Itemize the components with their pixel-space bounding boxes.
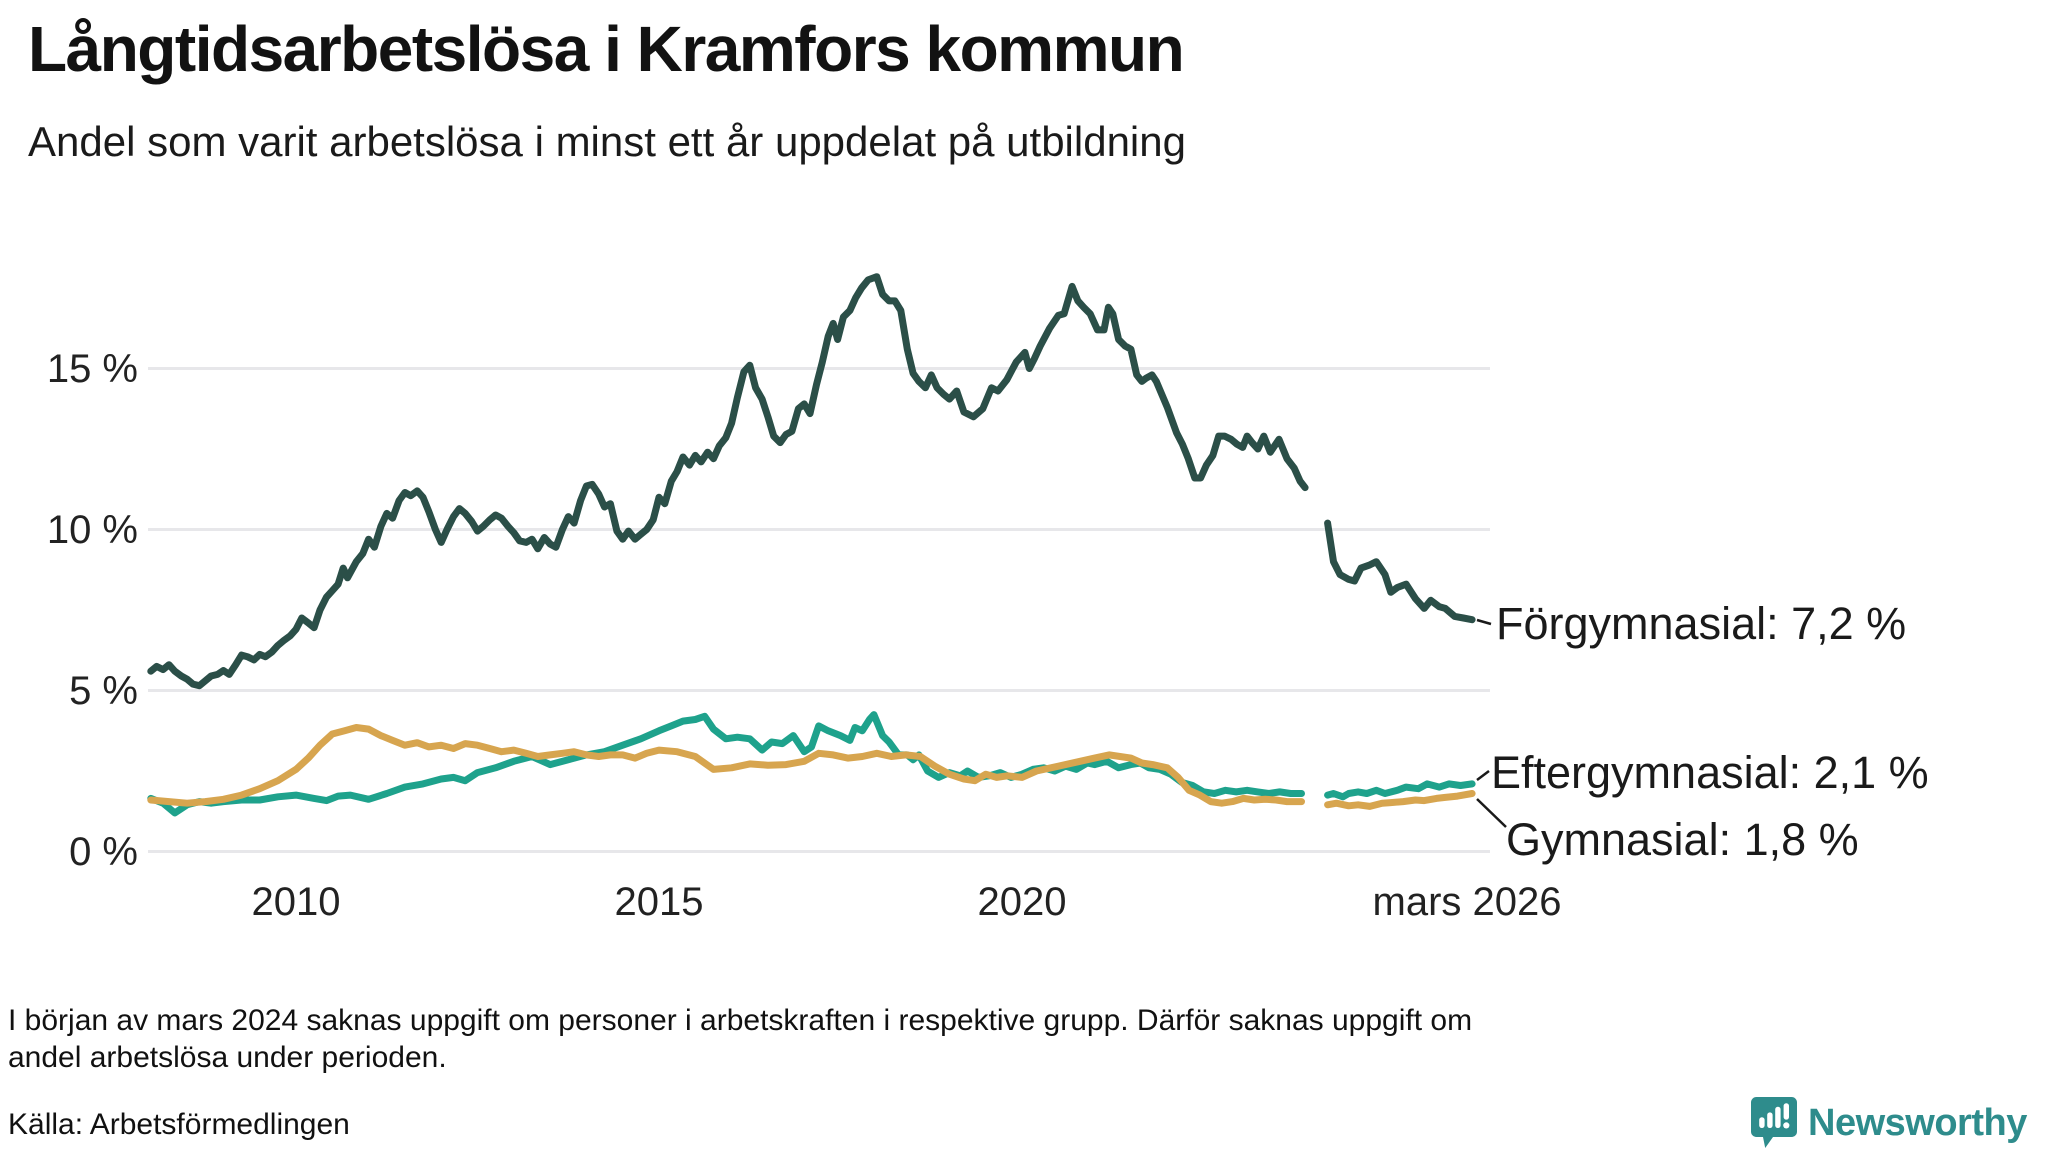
page-title: Långtidsarbetslösa i Kramfors kommun	[28, 13, 1185, 85]
x-axis-tick-2015: 2015	[614, 880, 704, 924]
line-gymnasial-segment-2	[1324, 790, 1476, 810]
line-eftergymnasial-segment-1	[147, 711, 1305, 817]
x-axis-tick-2010: 2010	[251, 880, 341, 924]
y-axis-tick-15: 15 %	[46, 346, 138, 391]
newsworthy-branding: Newsworthy	[1750, 1096, 2027, 1150]
chart-subtitle: Andel som varit arbetslösa i minst ett å…	[28, 118, 1186, 165]
y-axis-tick-5: 5 %	[69, 668, 138, 713]
footnote-line-2: andel arbetslösa under perioden.	[8, 1041, 447, 1074]
x-axis-tick-2020: 2020	[977, 880, 1067, 924]
line-förgymnasial-segment-2	[1324, 519, 1476, 624]
line-förgymnasial-segment-1	[147, 273, 1309, 690]
source-credit: Källa: Arbetsförmedlingen	[8, 1108, 350, 1141]
footnote-line-1: I början av mars 2024 saknas uppgift om …	[8, 1004, 1473, 1037]
label-connector-gymnasial	[1476, 798, 1507, 828]
series-label-gymnasial: Gymnasial: 1,8 %	[1506, 814, 1859, 865]
newsworthy-brand-name: Newsworthy	[1808, 1101, 2027, 1144]
series-label-eftergymnasial: Eftergymnasial: 2,1 %	[1491, 747, 1929, 798]
y-axis-tick-0: 0 %	[69, 829, 138, 874]
label-connector-förgymnasial	[1476, 618, 1492, 626]
line-eftergymnasial-segment-2	[1324, 780, 1476, 801]
y-axis-tick-10: 10 %	[46, 507, 138, 552]
newsworthy-logo-icon	[1750, 1096, 1798, 1150]
line-gymnasial-segment-1	[147, 724, 1305, 807]
x-axis-tick-mars-2026: mars 2026	[1372, 880, 1562, 924]
series-label-forgymnasial: Förgymnasial: 7,2 %	[1496, 598, 1907, 649]
label-connector-eftergymnasial	[1476, 770, 1490, 781]
